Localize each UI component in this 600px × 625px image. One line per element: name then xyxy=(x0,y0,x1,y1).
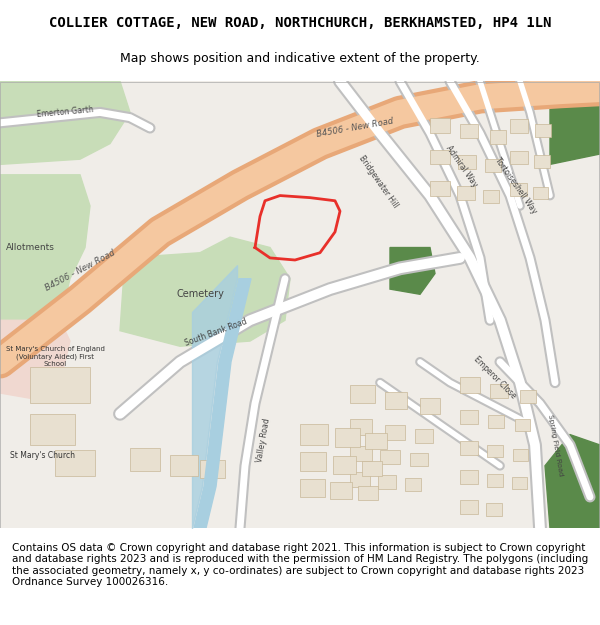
Bar xyxy=(460,500,478,514)
Polygon shape xyxy=(550,81,600,164)
Bar xyxy=(488,415,504,428)
Bar xyxy=(460,409,478,424)
Bar xyxy=(385,425,405,440)
Bar xyxy=(430,181,450,196)
Text: Cemetery: Cemetery xyxy=(176,289,224,299)
Bar xyxy=(510,183,527,196)
Text: COLLIER COTTAGE, NEW ROAD, NORTHCHURCH, BERKHAMSTED, HP4 1LN: COLLIER COTTAGE, NEW ROAD, NORTHCHURCH, … xyxy=(49,16,551,30)
Bar xyxy=(487,445,503,458)
Bar xyxy=(385,392,407,409)
Bar xyxy=(510,119,528,133)
Bar xyxy=(460,470,478,484)
Bar xyxy=(335,428,360,447)
Bar xyxy=(513,449,528,461)
Bar xyxy=(350,385,375,403)
Bar xyxy=(300,479,325,497)
Text: Emerton Garth: Emerton Garth xyxy=(36,106,94,119)
Bar xyxy=(460,378,480,393)
Polygon shape xyxy=(120,237,290,346)
Bar xyxy=(458,155,476,169)
Bar xyxy=(30,367,90,403)
Bar xyxy=(512,478,527,489)
Text: Contains OS data © Crown copyright and database right 2021. This information is : Contains OS data © Crown copyright and d… xyxy=(12,542,588,588)
Bar xyxy=(483,191,499,203)
Text: Tortoiseshell Way: Tortoiseshell Way xyxy=(493,156,539,215)
Bar xyxy=(362,461,382,476)
Polygon shape xyxy=(545,434,600,528)
Bar xyxy=(365,432,387,449)
Text: Allotments: Allotments xyxy=(5,243,55,252)
Polygon shape xyxy=(194,279,251,528)
Bar xyxy=(420,398,440,414)
Text: South Bank Road: South Bank Road xyxy=(184,318,248,348)
Text: Admiral Way: Admiral Way xyxy=(445,144,479,189)
Bar xyxy=(535,124,551,138)
Text: St Mary's Church: St Mary's Church xyxy=(10,451,74,460)
Bar xyxy=(350,419,372,434)
Polygon shape xyxy=(0,175,90,320)
Bar xyxy=(380,450,400,464)
Bar xyxy=(430,118,450,133)
Bar xyxy=(350,446,372,461)
Bar xyxy=(200,459,225,478)
Bar xyxy=(460,124,478,138)
Bar xyxy=(30,414,75,445)
Bar xyxy=(350,472,370,486)
Bar xyxy=(300,452,326,471)
Bar xyxy=(333,456,356,474)
Text: B4506 - New Road: B4506 - New Road xyxy=(44,248,116,292)
Bar xyxy=(485,159,501,172)
Bar xyxy=(330,482,352,499)
Bar xyxy=(130,448,160,471)
Text: B4506 - New Road: B4506 - New Road xyxy=(316,117,394,139)
Text: Spring Field Road: Spring Field Road xyxy=(547,414,563,476)
Bar xyxy=(487,474,503,486)
Bar xyxy=(430,150,450,164)
Polygon shape xyxy=(0,320,70,398)
Bar xyxy=(515,419,530,431)
Bar xyxy=(170,456,198,476)
Bar xyxy=(520,390,536,403)
Text: Emperor Close: Emperor Close xyxy=(472,354,518,401)
Bar xyxy=(358,486,378,500)
Bar xyxy=(410,453,428,466)
Text: Map shows position and indicative extent of the property.: Map shows position and indicative extent… xyxy=(120,52,480,65)
Text: Valley Road: Valley Road xyxy=(254,417,271,462)
Bar xyxy=(490,384,508,398)
Bar xyxy=(510,151,528,164)
Bar xyxy=(405,478,421,491)
Polygon shape xyxy=(390,248,435,294)
Bar xyxy=(378,475,396,489)
Bar xyxy=(460,441,478,456)
Polygon shape xyxy=(0,81,130,164)
Bar xyxy=(490,130,506,144)
Bar xyxy=(486,503,502,516)
Text: St Mary's Church of England
(Voluntary Aided) First
School: St Mary's Church of England (Voluntary A… xyxy=(5,346,104,367)
Text: Bridgewater Hill: Bridgewater Hill xyxy=(356,154,400,210)
Bar xyxy=(534,155,550,168)
Bar xyxy=(533,188,548,199)
Bar xyxy=(457,186,475,200)
Bar xyxy=(55,450,95,476)
Bar xyxy=(415,429,433,443)
Bar xyxy=(300,424,328,445)
